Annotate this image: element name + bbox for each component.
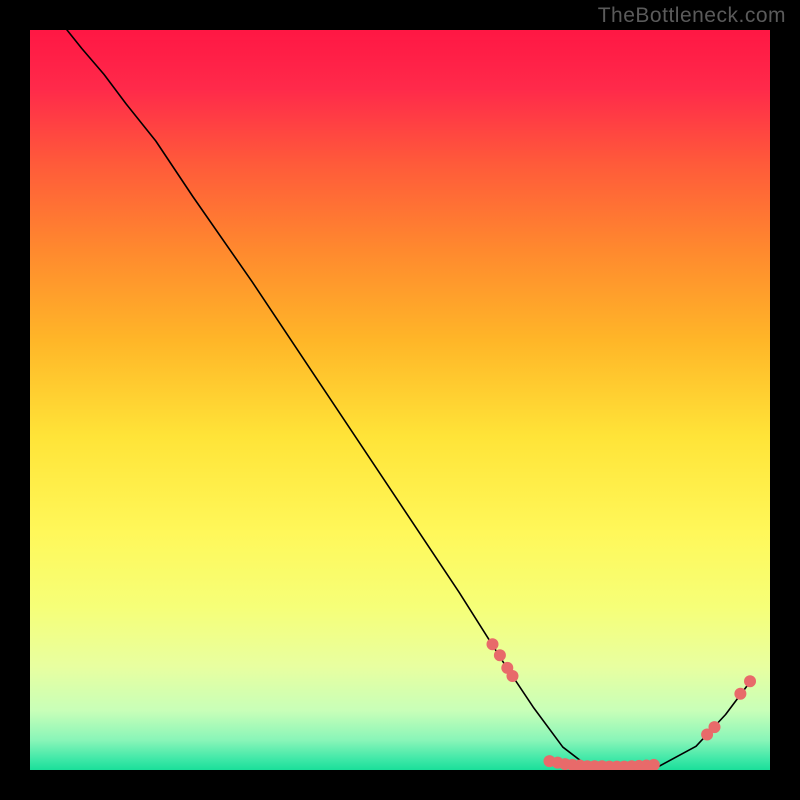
chart-background	[30, 30, 770, 770]
chart-marker	[506, 670, 518, 682]
chart-marker	[487, 638, 499, 650]
chart-marker	[734, 688, 746, 700]
chart-marker	[709, 721, 721, 733]
chart-plot-area	[30, 30, 770, 770]
chart-marker	[744, 675, 756, 687]
chart-svg	[30, 30, 770, 770]
chart-marker	[494, 649, 506, 661]
watermark-text: TheBottleneck.com	[598, 4, 786, 28]
